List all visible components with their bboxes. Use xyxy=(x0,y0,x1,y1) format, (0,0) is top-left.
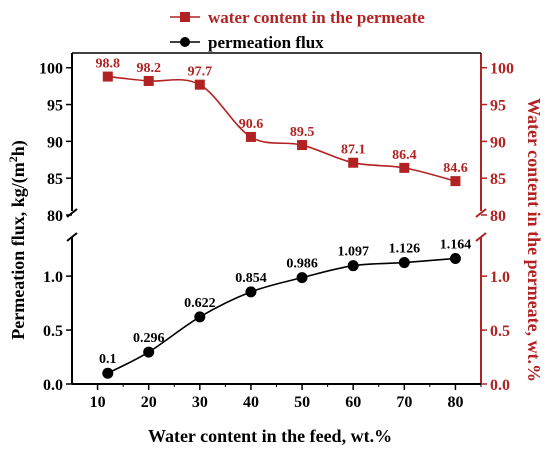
water-point xyxy=(399,162,410,173)
flux-data-label: 1.097 xyxy=(337,245,369,260)
water-data-label: 97.7 xyxy=(188,65,213,80)
legend-marker-water xyxy=(180,12,190,22)
flux-point xyxy=(245,286,257,298)
legend-marker-flux xyxy=(180,37,190,47)
series-permeation-flux: 0.1 0.296 0.622 0.854 0.986 1.097 1.126 1.164 xyxy=(99,237,472,379)
y-left-tick-label: 0.0 xyxy=(43,377,63,394)
x-tick-label: 10 xyxy=(90,394,106,411)
legend-item-flux: permeation flux xyxy=(170,33,324,52)
axes: 10 20 30 40 50 60 70 80 0.0 0.5 1.0 80 85 90 95 100 0.0 0… xyxy=(39,52,514,411)
water-data-label: 87.1 xyxy=(341,143,366,158)
water-point xyxy=(297,140,308,151)
water-data-label: 89.5 xyxy=(290,125,315,140)
x-tick-label: 30 xyxy=(192,394,208,411)
flux-data-label: 0.622 xyxy=(184,296,216,311)
x-axis-label: Water content in the feed, wt.% xyxy=(148,426,392,446)
x-tick-label: 40 xyxy=(243,394,259,411)
y-axis-right-break-2 xyxy=(475,232,487,242)
water-data-label: 86.4 xyxy=(392,148,417,163)
y-axis-left-title: Permeation flux, kg/(m xyxy=(8,162,29,339)
y-right-tick-label: 95 xyxy=(490,98,506,115)
flux-point xyxy=(398,257,410,269)
x-tick-label: 20 xyxy=(141,394,157,411)
y-right-tick-label: 85 xyxy=(490,171,506,188)
water-data-label: 90.6 xyxy=(239,117,264,132)
y-left-tick-label: 0.5 xyxy=(43,323,63,340)
water-point xyxy=(245,131,256,142)
flux-point xyxy=(194,311,206,323)
y-axis-left-title-end: h) xyxy=(8,140,29,156)
flux-point xyxy=(102,367,114,379)
water-data-label: 84.6 xyxy=(443,161,468,176)
water-data-label: 98.2 xyxy=(136,61,161,76)
legend: water content in the permeate permeation… xyxy=(170,8,425,52)
series-flux-line xyxy=(107,257,456,374)
flux-data-label: 1.126 xyxy=(389,242,421,257)
water-point xyxy=(450,176,461,187)
y-axis-left-title-sup: 2 xyxy=(6,156,20,162)
legend-label-flux: permeation flux xyxy=(208,33,324,52)
y-axis-right-label: Water content in the permeate, wt.% xyxy=(524,98,544,382)
x-tick-label: 50 xyxy=(294,394,310,411)
flux-data-label: 0.296 xyxy=(133,331,165,346)
flux-data-label: 0.854 xyxy=(235,271,267,286)
y-left-upper-tick-label: 80 xyxy=(47,208,63,225)
flux-data-label: 0.986 xyxy=(286,257,318,272)
x-tick-label: 80 xyxy=(447,394,463,411)
y-left-upper-tick-label: 90 xyxy=(47,134,63,151)
flux-point xyxy=(143,346,155,358)
legend-label-water: water content in the permeate xyxy=(208,8,425,27)
y-right-lower-tick-label: 0.0 xyxy=(490,377,510,394)
y-axis-right-break-1 xyxy=(475,208,487,218)
x-tick-label: 60 xyxy=(345,394,361,411)
y-right-tick-label: 100 xyxy=(490,61,514,78)
x-axis-title: Water content in the feed, wt.% xyxy=(148,426,392,446)
y-right-lower-tick-label: 1.0 xyxy=(490,269,510,286)
y-right-tick-label: 80 xyxy=(490,208,506,225)
water-point xyxy=(348,157,359,168)
y-axis-left-label: Permeation flux, kg/(m2h) xyxy=(6,140,29,339)
x-tick-label: 70 xyxy=(396,394,412,411)
flux-point xyxy=(347,260,359,272)
legend-item-water: water content in the permeate xyxy=(170,8,425,27)
flux-data-label: 0.1 xyxy=(99,352,117,367)
y-axis-left-break-2 xyxy=(66,232,78,242)
water-point xyxy=(102,71,113,82)
svg-text:Permeation flux, kg/(m2h): Permeation flux, kg/(m2h) xyxy=(6,140,29,339)
series-water-content: 98.8 98.2 97.7 90.6 89.5 87.1 86.4 84.6 xyxy=(96,57,468,187)
y-axis-right-title: Water content in the permeate, wt.% xyxy=(524,98,544,382)
water-point xyxy=(194,79,205,90)
y-left-tick-label: 1.0 xyxy=(43,269,63,286)
y-right-lower-tick-label: 0.5 xyxy=(490,323,510,340)
y-left-upper-tick-label: 85 xyxy=(47,171,63,188)
flux-point xyxy=(296,272,308,284)
water-data-label: 98.8 xyxy=(96,57,121,72)
y-right-tick-label: 90 xyxy=(490,134,506,151)
y-left-upper-tick-label: 100 xyxy=(39,61,63,78)
y-left-upper-tick-label: 95 xyxy=(47,98,63,115)
water-point xyxy=(143,75,154,86)
flux-data-label: 1.164 xyxy=(440,237,472,252)
flux-point xyxy=(449,252,461,264)
